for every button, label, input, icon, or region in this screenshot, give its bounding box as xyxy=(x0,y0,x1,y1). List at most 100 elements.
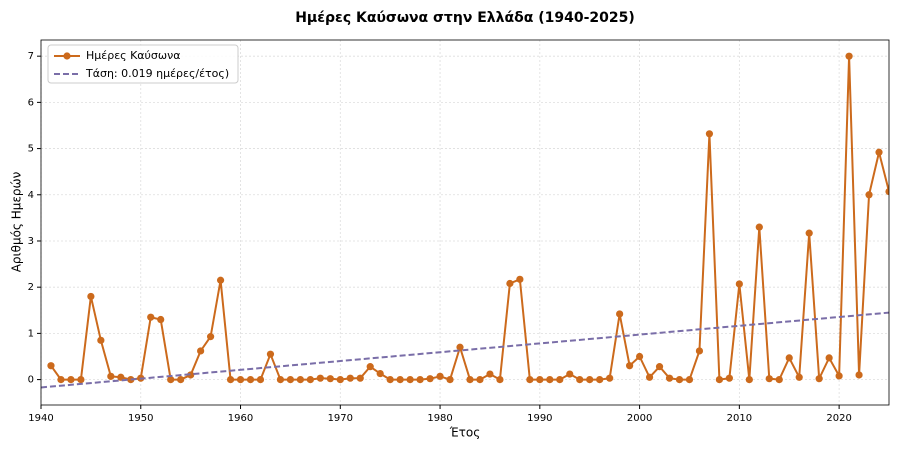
series-marker xyxy=(406,375,414,384)
series-marker xyxy=(216,276,225,284)
series-marker xyxy=(765,375,773,383)
series-marker xyxy=(207,333,215,341)
series-marker xyxy=(755,223,763,231)
y-tick-label: 7 xyxy=(28,51,34,62)
series-marker xyxy=(147,313,155,321)
series-marker xyxy=(67,375,75,384)
series-marker xyxy=(845,52,853,60)
series-marker xyxy=(326,375,334,383)
series-marker xyxy=(875,148,883,156)
series-marker xyxy=(256,375,265,384)
series-marker xyxy=(536,375,544,384)
chart-title: Ημέρες Καύσωνα στην Ελλάδα (1940-2025) xyxy=(295,10,635,26)
y-tick-label: 3 xyxy=(28,236,34,247)
series-marker xyxy=(426,375,434,383)
series-marker xyxy=(496,375,504,384)
series-marker xyxy=(695,347,704,355)
y-tick-label: 1 xyxy=(28,328,34,339)
series-marker xyxy=(197,347,205,355)
series-marker xyxy=(276,375,285,384)
series-marker xyxy=(645,373,654,381)
legend-label: Ημέρες Καύσωνα xyxy=(86,49,181,62)
series-marker xyxy=(556,375,564,384)
series-marker xyxy=(885,187,889,196)
series-marker xyxy=(316,374,324,382)
series-marker xyxy=(386,375,394,384)
legend-box xyxy=(47,44,239,84)
x-tick-label: 1980 xyxy=(427,413,452,424)
series-line xyxy=(50,56,889,383)
series-marker xyxy=(506,279,514,288)
series-marker xyxy=(167,375,175,384)
series-marker xyxy=(685,375,694,384)
x-axis-label: Έτος xyxy=(449,426,481,440)
y-axis-label: Αριθμός Ημερών xyxy=(10,171,24,272)
series-marker xyxy=(586,375,594,384)
series-marker xyxy=(626,362,634,370)
series-marker xyxy=(416,375,424,384)
series-marker xyxy=(725,374,733,382)
series-marker xyxy=(446,375,454,384)
series-marker xyxy=(616,310,624,318)
series-marker xyxy=(436,372,444,380)
series-marker xyxy=(795,373,803,381)
series-marker xyxy=(87,292,95,301)
x-tick-label: 1960 xyxy=(228,413,253,424)
series-marker xyxy=(715,375,724,384)
series-marker xyxy=(246,375,255,384)
series-marker xyxy=(286,375,295,384)
series-marker xyxy=(566,370,574,378)
series-marker xyxy=(775,375,783,384)
series-marker xyxy=(396,375,404,384)
series-marker xyxy=(177,375,185,384)
series-marker xyxy=(117,373,125,381)
series-marker xyxy=(47,362,55,370)
y-tick-label: 2 xyxy=(28,282,34,293)
series-marker xyxy=(376,369,384,378)
series-marker xyxy=(805,229,813,237)
series-marker xyxy=(57,375,65,384)
x-tick-label: 2000 xyxy=(627,413,652,424)
x-tick-label: 1940 xyxy=(28,413,53,424)
x-tick-label: 2020 xyxy=(826,413,851,424)
series-marker xyxy=(187,371,195,379)
series-marker xyxy=(526,375,534,384)
series-marker xyxy=(486,370,494,378)
series-marker xyxy=(606,374,614,382)
series-marker xyxy=(77,375,85,384)
series-marker xyxy=(236,375,245,384)
x-tick-label: 1970 xyxy=(328,413,353,424)
series-marker xyxy=(226,375,235,384)
series-marker xyxy=(825,354,833,362)
series-marker xyxy=(97,336,105,344)
series-marker xyxy=(356,374,364,382)
series-marker xyxy=(576,375,584,384)
x-tick-label: 2010 xyxy=(727,413,752,424)
series-line xyxy=(41,311,889,389)
series-marker xyxy=(835,372,843,380)
series-marker xyxy=(675,375,684,384)
series-marker xyxy=(665,374,674,382)
y-tick-label: 0 xyxy=(28,375,34,386)
series-marker xyxy=(635,352,644,361)
legend-marker xyxy=(63,52,71,60)
x-tick-label: 1950 xyxy=(128,413,153,424)
series-marker xyxy=(546,375,554,384)
x-tick-label: 1990 xyxy=(527,413,552,424)
series-marker xyxy=(785,354,793,362)
series-marker xyxy=(655,363,664,371)
series-marker xyxy=(466,375,474,384)
series-marker xyxy=(336,375,344,384)
legend-label: Τάση: 0.019 ημέρες/έτος) xyxy=(85,67,229,80)
series-marker xyxy=(456,343,464,351)
series-marker xyxy=(306,375,314,384)
series-marker xyxy=(516,275,524,283)
y-tick-label: 4 xyxy=(28,190,34,201)
series-marker xyxy=(157,315,165,324)
series-marker xyxy=(705,130,714,138)
series-marker xyxy=(855,371,863,379)
series-marker xyxy=(815,375,823,383)
series-marker xyxy=(346,374,354,382)
